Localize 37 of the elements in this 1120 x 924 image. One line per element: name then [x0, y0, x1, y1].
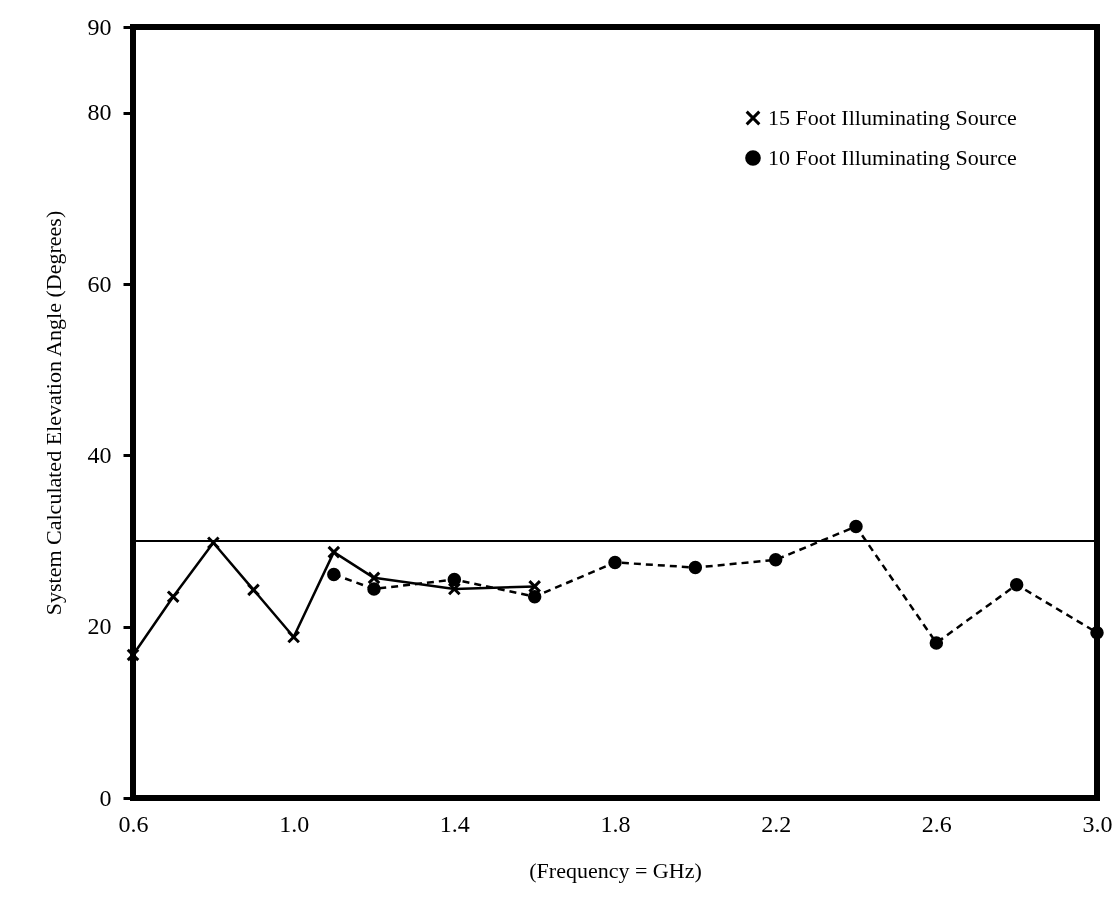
- x-tick-label: 2.2: [761, 810, 792, 837]
- x-axis-title: (Frequency = GHz): [529, 857, 702, 883]
- point: [206, 535, 221, 550]
- legend-label: 15 Foot Illuminating Source: [768, 105, 1017, 130]
- point: [126, 648, 140, 662]
- point: [286, 630, 301, 644]
- point: [527, 579, 542, 594]
- y-tick-label: 90: [87, 13, 112, 40]
- x-tick-label: 1.4: [439, 810, 470, 837]
- y-tick-label: 40: [87, 441, 112, 468]
- point: [929, 636, 944, 650]
- point: [1090, 625, 1104, 640]
- point: [166, 589, 180, 604]
- point: [327, 567, 341, 582]
- point: [688, 560, 703, 575]
- y-tick-label: 20: [87, 613, 112, 640]
- point: [447, 572, 462, 587]
- x-tick-label: 2.6: [921, 810, 952, 837]
- point: [367, 571, 381, 585]
- y-tick-label: 60: [87, 270, 112, 297]
- x-tick-label: 1.8: [600, 810, 631, 837]
- x-tick-label: 0.6: [118, 810, 149, 837]
- point: [246, 583, 261, 597]
- y-tick-label: 0: [99, 784, 112, 811]
- point: [608, 555, 622, 570]
- point: [527, 589, 542, 604]
- point: [327, 545, 341, 559]
- y-axis-title: System Calculated Elevation Angle (Degrees): [40, 210, 66, 616]
- legend-label: 10 Foot Illuminating Source: [768, 145, 1017, 170]
- point: [849, 519, 863, 534]
- point: [367, 582, 381, 596]
- x-tick-label: 1.0: [279, 810, 310, 837]
- x-tick-label: 3.0: [1082, 810, 1113, 837]
- point: [768, 553, 783, 567]
- point: [447, 582, 462, 596]
- point: [1009, 577, 1024, 592]
- y-tick-label: 80: [87, 99, 112, 126]
